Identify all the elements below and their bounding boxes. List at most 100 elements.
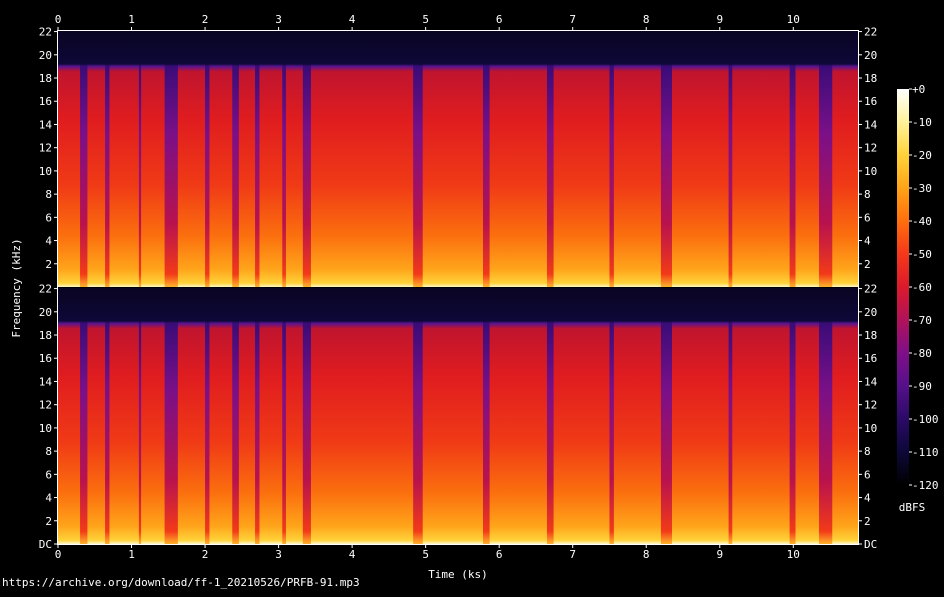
quiet-segment	[105, 31, 110, 287]
colorbar-tick-label: -90	[912, 380, 932, 393]
x-tick-label-bottom: 10	[787, 548, 800, 561]
quiet-segment	[546, 288, 554, 544]
quiet-segment	[789, 31, 796, 287]
x-tick-label-bottom: 1	[128, 548, 135, 561]
x-tick-label-top: 9	[716, 13, 723, 26]
quiet-segment	[819, 288, 833, 544]
quiet-segment	[660, 31, 672, 287]
y-tick-label: 4	[864, 492, 871, 505]
y-tick-label: 10	[864, 165, 877, 178]
x-axis-label: Time (ks)	[428, 568, 488, 581]
quiet-segment	[232, 288, 239, 544]
y-tick-label: 10	[39, 165, 52, 178]
quiet-segment	[728, 31, 733, 287]
quiet-segment	[80, 288, 88, 544]
quiet-segment	[138, 31, 142, 287]
x-tick-label-bottom: 4	[349, 548, 356, 561]
y-tick-label: 4	[45, 492, 52, 505]
y-tick-label: 12	[39, 142, 52, 155]
y-tick-label: 18	[864, 329, 877, 342]
colorbar-tick-label: -50	[912, 248, 932, 261]
x-tick-label-top: 8	[643, 13, 650, 26]
plot-frame	[57, 30, 859, 545]
y-tick-label: 10	[39, 422, 52, 435]
colorbar-tick-label: -120	[912, 479, 939, 492]
quiet-segment	[660, 288, 672, 544]
colorbar-scale	[897, 89, 909, 485]
x-tick-label-bottom: 3	[275, 548, 282, 561]
x-tick-label-top: 2	[202, 13, 209, 26]
quiet-segment	[483, 31, 490, 287]
spectrogram-field	[58, 31, 858, 287]
y-tick-label: 12	[864, 399, 877, 412]
y-tick-label: 16	[39, 352, 52, 365]
x-tick-label-bottom: 7	[569, 548, 576, 561]
quiet-segment	[302, 288, 311, 544]
quiet-segment	[105, 288, 110, 544]
y-tick-label: 22	[864, 283, 877, 296]
y-tick-label: 6	[864, 468, 871, 481]
y-tick-label: 6	[45, 211, 52, 224]
x-tick-label-bottom: 0	[55, 548, 62, 561]
y-tick-label: 20	[864, 49, 877, 62]
colorbar-tick-label: +0	[912, 83, 925, 96]
y-tick-label: DC	[39, 538, 52, 551]
y-tick-label: 22	[39, 26, 52, 39]
quiet-segment	[255, 31, 260, 287]
colorbar-tick-label: -60	[912, 281, 932, 294]
quiet-segment	[483, 288, 490, 544]
x-tick-label-bottom: 6	[496, 548, 503, 561]
y-tick-label: 8	[45, 445, 52, 458]
y-tick-label: 20	[39, 306, 52, 319]
source-url: https://archive.org/download/ff-1_202105…	[2, 576, 360, 589]
y-tick-label: DC	[864, 538, 877, 551]
y-axis-label: Frequency (kHz)	[10, 238, 23, 337]
y-tick-label: 12	[39, 399, 52, 412]
y-tick-label: 14	[39, 375, 53, 388]
y-tick-label: 16	[864, 95, 877, 108]
quiet-segment	[609, 31, 614, 287]
quiet-segment	[138, 288, 142, 544]
x-tick-label-top: 5	[422, 13, 429, 26]
spectrogram-field	[58, 288, 858, 544]
y-tick-label: 6	[45, 468, 52, 481]
x-tick-label-bottom: 8	[643, 548, 650, 561]
y-tick-label: 2	[45, 515, 52, 528]
y-tick-label: 4	[864, 235, 871, 248]
y-tick-label: 20	[39, 49, 52, 62]
y-tick-label: 18	[864, 72, 877, 85]
y-tick-label: 8	[45, 188, 52, 201]
quiet-segment	[728, 288, 733, 544]
colorbar-tick-label: -80	[912, 347, 932, 360]
colorbar-tick-label: -10	[912, 116, 932, 129]
x-tick-label-top: 10	[787, 13, 800, 26]
colorbar-tick-label: -30	[912, 182, 932, 195]
y-tick-label: 14	[39, 118, 53, 131]
colorbar-tick-label: -20	[912, 149, 932, 162]
y-tick-label: 6	[864, 211, 871, 224]
x-tick-label-top: 3	[275, 13, 282, 26]
colorbar-label: dBFS	[899, 501, 926, 514]
colorbar-tick-label: -110	[912, 446, 939, 459]
y-tick-label: 12	[864, 142, 877, 155]
x-tick-label-bottom: 2	[202, 548, 209, 561]
quiet-segment	[413, 31, 423, 287]
y-tick-label: 22	[864, 26, 877, 39]
quiet-segment	[164, 288, 178, 544]
quiet-segment	[789, 288, 796, 544]
colorbar-tick-label: -100	[912, 413, 939, 426]
x-tick-label-bottom: 5	[422, 548, 429, 561]
y-tick-label: 2	[45, 258, 52, 271]
quiet-segment	[80, 31, 88, 287]
y-tick-label: 16	[864, 352, 877, 365]
y-tick-label: 22	[39, 283, 52, 296]
quiet-segment	[302, 31, 311, 287]
y-tick-label: 8	[864, 188, 871, 201]
colorbar-tick-label: -40	[912, 215, 932, 228]
y-tick-label: 8	[864, 445, 871, 458]
quiet-segment	[282, 31, 286, 287]
x-tick-label-top: 4	[349, 13, 356, 26]
y-tick-label: 20	[864, 306, 877, 319]
x-tick-label-top: 7	[569, 13, 576, 26]
